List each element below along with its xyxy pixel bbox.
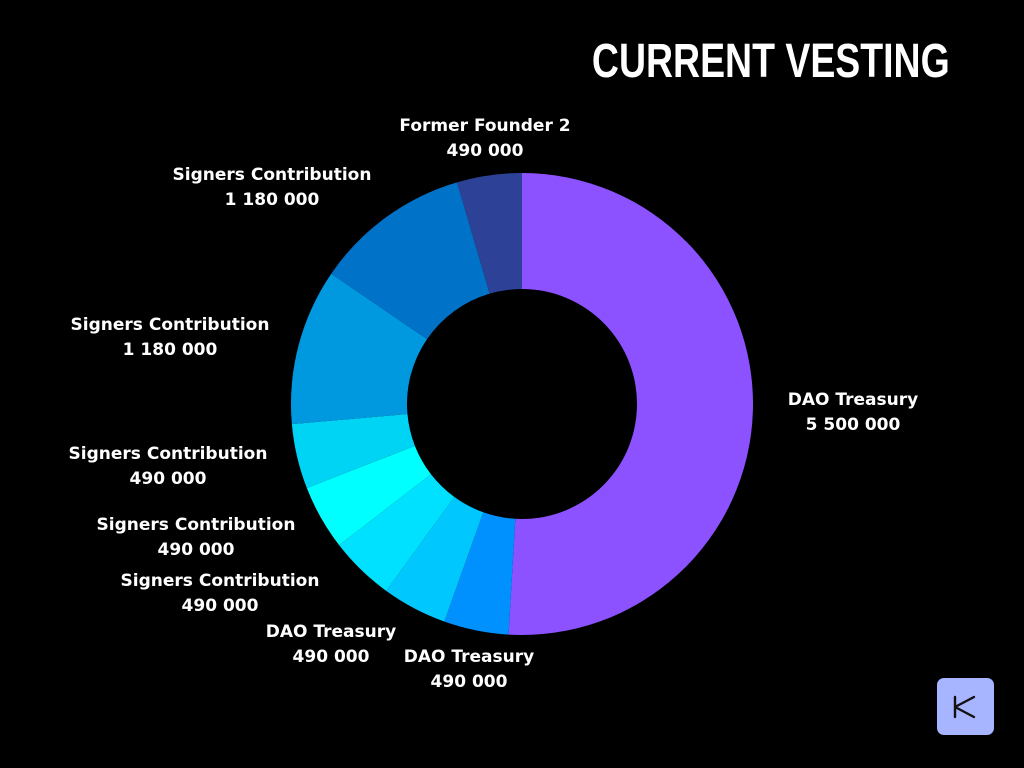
bowtie-x-icon — [953, 695, 976, 719]
donut-slice — [291, 273, 428, 425]
donut-slice — [331, 182, 490, 340]
donut-slice — [444, 512, 516, 635]
slice-label-name: Signers Contribution — [120, 571, 320, 591]
slice-label-value: 5 500 000 — [805, 415, 901, 435]
slice-label-name: Signers Contribution — [68, 444, 268, 464]
slice-label-value: 490 000 — [292, 647, 370, 667]
donut-slice — [508, 173, 753, 636]
slice-label: Signers Contribution 1 180 000 — [71, 313, 270, 363]
donut-slice — [386, 497, 484, 622]
slice-label-name: Former Founder 2 — [399, 116, 571, 136]
slice-label-value: 490 000 — [181, 596, 259, 616]
slice-label-name: Signers Contribution — [96, 515, 296, 535]
donut-slice — [457, 173, 522, 294]
slice-label: Signers Contribution 490 000 — [121, 569, 320, 619]
donut-slice — [291, 414, 415, 489]
chart-title: CURRENT VESTING — [592, 35, 950, 88]
donut-slice — [339, 474, 455, 591]
slice-label: Signers Contribution 1 180 000 — [173, 163, 372, 213]
slice-label: DAO Treasury 5 500 000 — [788, 388, 918, 438]
slice-label-value: 490 000 — [129, 469, 207, 489]
slice-label-name: DAO Treasury — [265, 622, 397, 642]
slice-label: Signers Contribution 490 000 — [97, 513, 296, 563]
slice-label-name: Signers Contribution — [172, 165, 372, 185]
slice-label: DAO Treasury 490 000 — [266, 620, 396, 670]
slice-label-name: DAO Treasury — [403, 647, 535, 667]
slice-label-value: 490 000 — [446, 141, 524, 161]
slice-label: Former Founder 2 490 000 — [399, 114, 570, 164]
slice-label-value: 1 180 000 — [224, 190, 320, 210]
slice-label-name: Signers Contribution — [70, 315, 270, 335]
slice-label-value: 490 000 — [157, 540, 235, 560]
logo — [937, 678, 994, 735]
slice-label-name: DAO Treasury — [787, 390, 919, 410]
slice-label-value: 490 000 — [430, 672, 508, 692]
slice-label: Signers Contribution 490 000 — [69, 442, 268, 492]
slice-label-value: 1 180 000 — [122, 340, 218, 360]
donut-slice — [306, 445, 431, 546]
slice-label: DAO Treasury 490 000 — [404, 645, 534, 695]
